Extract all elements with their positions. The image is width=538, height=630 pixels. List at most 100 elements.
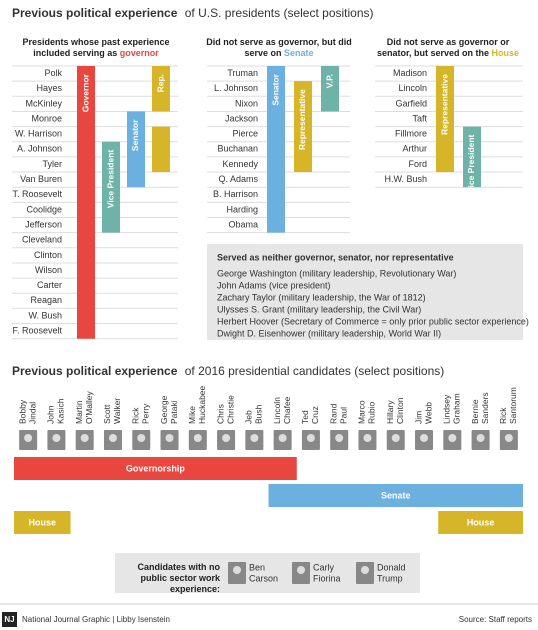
heading-text: Did not serve as governor or senator, bu…: [376, 37, 510, 58]
candidate-name: Ted: [300, 410, 310, 424]
experience-bar: [267, 66, 285, 233]
candidate-name: Scott: [102, 404, 112, 424]
heading-highlight: Senate: [284, 48, 314, 58]
president-name: Nixon: [235, 98, 258, 108]
president-name: Clinton: [34, 250, 62, 260]
candidate-bar: [268, 484, 523, 507]
president-name: W. Bush: [28, 310, 62, 320]
person-name: Ben: [249, 562, 265, 572]
experience-bar: [77, 66, 95, 339]
candidate-name: Kasich: [56, 398, 66, 424]
title: Previous political experience of U.S. pr…: [12, 6, 374, 20]
candidate-name: Rubio: [367, 402, 377, 424]
neither-item: John Adams (vice president): [217, 280, 331, 290]
president-name: Reagan: [30, 295, 62, 305]
president-name: Kennedy: [222, 159, 258, 169]
experience-bar: [463, 126, 481, 188]
president-name: Harding: [226, 204, 258, 214]
photo-face: [222, 434, 231, 442]
photo-face: [504, 434, 513, 442]
president-name: Buchanan: [217, 144, 258, 154]
neither-item: Ulysses S. Grant (military leadership, t…: [217, 304, 421, 314]
panel-heading: Did not serve as governor or senator, bu…: [372, 37, 524, 59]
president-name: Pierce: [232, 129, 258, 139]
candidate-name: Rick: [131, 407, 141, 424]
president-name: Hayes: [36, 83, 62, 93]
photo-face: [335, 434, 344, 442]
president-name: Arthur: [402, 144, 427, 154]
photo-face: [297, 566, 305, 574]
bar-label: Rep.: [155, 74, 165, 92]
neither-item: Dwight D. Eisenhower (military leadershi…: [217, 328, 441, 338]
bar-label: V.P.: [324, 74, 334, 88]
experience-bar: [127, 111, 145, 188]
experience-bar: [321, 66, 339, 112]
president-name: L. Johnson: [214, 83, 258, 93]
candidate-name: Webb: [423, 402, 433, 424]
neither-item: Zachary Taylor (military leadership, the…: [217, 292, 426, 302]
candidate-bar: [438, 511, 523, 534]
candidate-name: Bobby: [17, 399, 27, 424]
title-rest: of U.S. presidents (select positions): [185, 6, 374, 20]
candidate-name: Bernie: [470, 399, 480, 424]
candidate-name: Jeb: [244, 410, 254, 424]
candidate-name: Lincoln: [272, 397, 282, 424]
president-name: Ford: [408, 159, 427, 169]
president-name: Wilson: [35, 265, 62, 275]
candidate-name: Marco: [357, 400, 367, 424]
president-name: Taft: [412, 113, 427, 123]
heading-highlight: governor: [119, 48, 159, 58]
panel-heading: Did not serve as governor, but did serve…: [205, 37, 353, 59]
president-name: Tyler: [42, 159, 62, 169]
candidate-bar: [14, 511, 71, 534]
candidate-bar: [14, 457, 297, 480]
candidate-name: Cruz: [310, 406, 320, 424]
president-name: W. Harrison: [15, 129, 62, 139]
no-experience-label: Candidates with no public sector work ex…: [137, 562, 220, 594]
candidate-name: Perry: [141, 403, 151, 424]
president-name: B. Harrison: [213, 189, 258, 199]
heading-text: Presidents whose past experience include…: [22, 37, 170, 58]
candidate-name: Jindal: [27, 402, 37, 424]
photo-face: [250, 434, 259, 442]
candidate-name: Mike: [187, 406, 197, 424]
photo-face: [306, 434, 315, 442]
photo-face: [233, 566, 241, 574]
president-name: F. Roosevelt: [12, 326, 62, 336]
credit: National Journal Graphic | Libby Isenste…: [22, 615, 170, 624]
experience-bar: [152, 126, 170, 173]
candidate-name: Clinton: [395, 397, 405, 424]
neither-box: [207, 244, 523, 340]
photo-face: [80, 434, 89, 442]
candidate-name: Chafee: [282, 396, 292, 424]
photo-face: [52, 434, 61, 442]
candidate-name: O'Malley: [84, 390, 94, 424]
candidate-name: Chris: [215, 404, 225, 424]
president-name: T. Roosevelt: [12, 189, 62, 199]
president-name: Coolidge: [26, 204, 62, 214]
candidate-name: Christie: [225, 395, 235, 424]
candidate-name: Bush: [254, 404, 264, 424]
president-name: Garfield: [395, 98, 427, 108]
president-name: Madison: [393, 68, 427, 78]
person-name: Carly: [313, 562, 335, 572]
title: Previous political experience of 2016 pr…: [12, 364, 444, 378]
photo-face: [108, 434, 117, 442]
photo-face: [363, 434, 372, 442]
candidate-name: Rick: [498, 407, 508, 424]
photo-face: [420, 434, 429, 442]
candidate-name: Walker: [112, 398, 122, 424]
experience-bar: [294, 81, 312, 173]
photo-face: [476, 434, 485, 442]
photo-face: [24, 434, 33, 442]
bar-label: Governor: [80, 73, 90, 112]
logo: NJ: [4, 615, 14, 624]
bar-label: Representative: [439, 74, 449, 135]
title-bold: Previous political experience: [12, 364, 178, 378]
bar-label: House: [467, 517, 495, 527]
candidate-name: Martin: [74, 400, 84, 424]
president-name: Truman: [227, 68, 258, 78]
bar-label: Vice President: [105, 150, 115, 209]
